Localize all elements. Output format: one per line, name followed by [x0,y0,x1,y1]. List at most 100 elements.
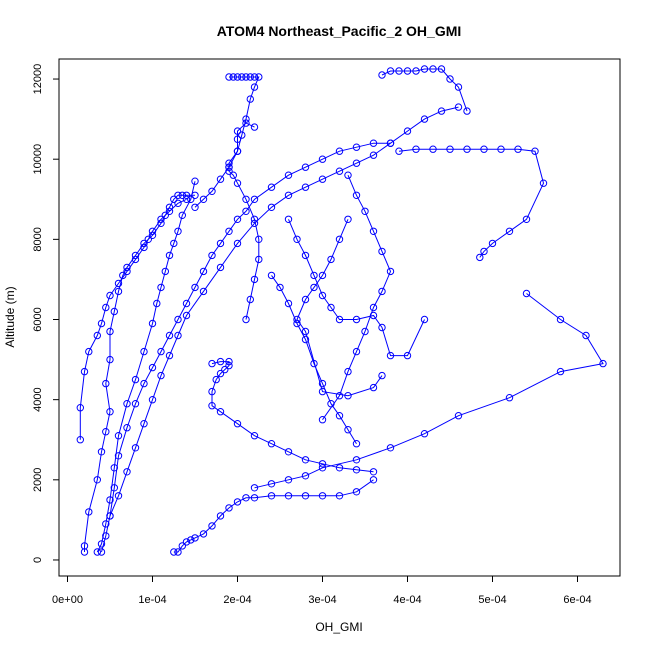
series-line [271,275,357,444]
data-point [106,496,114,504]
data-point [522,289,531,298]
data-point [505,227,514,236]
data-point [301,335,310,344]
data-point [170,548,178,556]
data-point [335,412,344,420]
data-point [216,408,225,416]
data-point [131,375,140,384]
data-point [420,315,429,324]
data-point [102,303,110,312]
data-point [386,67,395,75]
data-point [352,191,361,200]
data-point [191,283,199,292]
data-point [178,191,187,200]
data-point [318,460,327,468]
data-point [76,436,85,444]
data-point [174,548,182,556]
data-point [378,371,386,380]
data-point [344,215,352,224]
data-point [216,369,225,378]
data-point [505,394,514,402]
data-point [403,127,412,135]
data-point [335,492,344,500]
data-point [318,464,327,472]
data-point [369,151,378,159]
series-line [254,293,604,489]
data-point [174,315,182,324]
data-point [599,359,607,368]
data-point [110,307,119,316]
data-point [238,73,246,81]
data-point [174,331,182,340]
data-point [174,191,182,200]
data-point [250,73,259,81]
plot-frame [58,58,621,577]
data-series [293,215,386,400]
data-point [80,542,89,550]
series-layer [76,65,607,556]
data-point [191,177,199,185]
data-point [267,440,276,448]
data-point [582,331,590,340]
data-point [327,303,335,312]
data-point [395,67,403,75]
data-point [344,171,352,179]
data-point [102,532,110,540]
data-point [301,163,310,171]
data-point [301,492,310,500]
data-series [284,215,429,360]
data-point [93,331,102,340]
series-line [84,194,195,552]
data-point [153,299,161,308]
data-point [250,432,259,440]
data-point [199,195,208,204]
data-point [187,195,195,204]
y-tick-label: 10000 [32,144,44,175]
data-point [454,83,463,91]
series-line [398,148,545,258]
data-point [165,331,174,340]
x-tick-label: 4e-04 [393,594,421,606]
y-tick-label: 6000 [32,307,44,331]
data-point [199,287,208,296]
data-point [170,195,178,204]
data-point [233,179,242,187]
data-point [267,203,276,212]
data-point [131,444,140,452]
x-tick-label: 1e-04 [138,594,166,606]
data-point [182,538,191,546]
data-series [395,145,548,262]
data-point [255,235,263,244]
data-point [352,456,361,464]
data-point [148,319,157,328]
data-point [85,508,93,516]
data-point [187,536,195,544]
data-point [199,267,208,276]
y-tick-label: 12000 [32,64,44,95]
data-point [556,367,565,376]
data-point [170,239,178,248]
data-point [208,402,216,410]
data-point [157,283,165,292]
data-point [242,73,250,81]
data-point [216,512,225,520]
data-point [437,65,446,73]
data-point [250,215,259,224]
data-point [114,279,123,288]
data-point [182,299,191,308]
data-series [80,191,199,556]
data-point [250,494,259,502]
series-line [101,142,391,553]
data-point [378,287,386,296]
data-point [284,476,293,484]
data-point [123,424,131,432]
data-point [174,199,182,208]
data-point [157,347,165,356]
series-line [109,106,459,517]
data-point [267,271,276,280]
data-series [191,73,263,212]
data-series [318,171,395,424]
data-point [208,251,216,260]
data-point [335,392,344,400]
data-point [310,271,318,280]
